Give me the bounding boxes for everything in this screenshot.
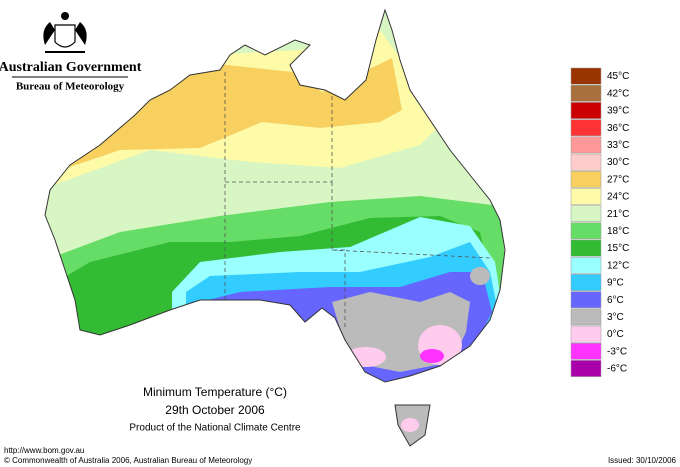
legend-swatch [570,360,602,377]
legend-label: 6°C [607,295,624,306]
legend-label: -6°C [607,364,627,375]
bureau-name: Bureau of Meteorology [16,81,125,93]
legend-label: 45°C [607,71,629,82]
legend-label: 18°C [607,226,629,237]
map-product: Product of the National Climate Centre [129,423,301,434]
legend-label: 27°C [607,174,629,185]
zone [55,58,402,172]
legend-swatch [570,119,602,137]
legend-label: 36°C [607,123,629,134]
legend-label: 39°C [607,106,629,117]
legend-swatch [570,153,602,171]
legend-swatch [570,222,602,240]
legend-swatch [570,188,602,205]
legend-label: -3°C [607,346,627,357]
legend-label: 33°C [607,140,629,151]
legend-label: 0°C [607,329,624,340]
legend-swatch [570,67,602,85]
footer-url: http://www.bom.gov.au [4,446,84,455]
legend-label: 15°C [607,243,629,254]
legend-label: 30°C [607,157,629,168]
map-date: 29th October 2006 [165,403,265,417]
footer-copyright: © Commonwealth of Australia 2006, Austra… [4,456,252,465]
zone [346,347,386,367]
legend-label: 12°C [607,260,629,271]
legend-label: 9°C [607,278,624,289]
zone [401,418,419,432]
legend-swatch [570,342,602,360]
zone [420,349,444,363]
zone [470,267,490,285]
legend-label: 42°C [607,88,629,99]
government-name: Australian Government [0,60,142,75]
legend-swatch [570,291,602,309]
legend-swatch [570,102,602,119]
legend-swatch [570,325,602,343]
legend-swatch [570,256,602,274]
legend-label: 21°C [607,209,629,220]
legend-swatch [570,205,602,223]
legend-swatch [570,274,602,291]
crest [43,12,87,53]
legend-swatch [570,136,602,154]
legend-swatch [570,84,602,102]
legend-swatch [570,239,602,257]
map-title: Minimum Temperature (°C) [143,385,287,399]
legend-label: 24°C [607,192,629,203]
legend-label: 3°C [607,312,624,323]
legend-swatch [570,308,602,326]
legend-swatch [570,170,602,188]
legend: 45°C 42°C 39°C 36°C 33°C 30°C 27°C 24°C 21°C 18°C… [570,67,629,377]
footer-issued: Issued: 30/10/2006 [608,456,677,465]
